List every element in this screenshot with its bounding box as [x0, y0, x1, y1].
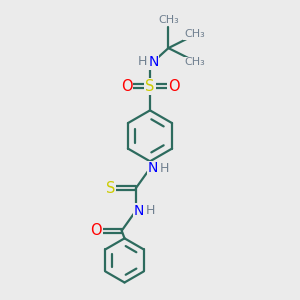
Text: N: N: [148, 55, 159, 69]
Text: N: N: [134, 204, 144, 218]
Text: H: H: [160, 162, 169, 175]
Text: CH₃: CH₃: [158, 15, 179, 25]
Text: O: O: [90, 223, 102, 238]
Text: N: N: [148, 161, 158, 176]
Text: S: S: [145, 79, 155, 94]
Text: O: O: [121, 79, 132, 94]
Text: S: S: [106, 181, 115, 196]
Text: CH₃: CH₃: [184, 29, 205, 39]
Text: CH₃: CH₃: [184, 57, 205, 67]
Text: O: O: [168, 79, 179, 94]
Text: H: H: [145, 204, 155, 218]
Text: H: H: [137, 55, 147, 68]
